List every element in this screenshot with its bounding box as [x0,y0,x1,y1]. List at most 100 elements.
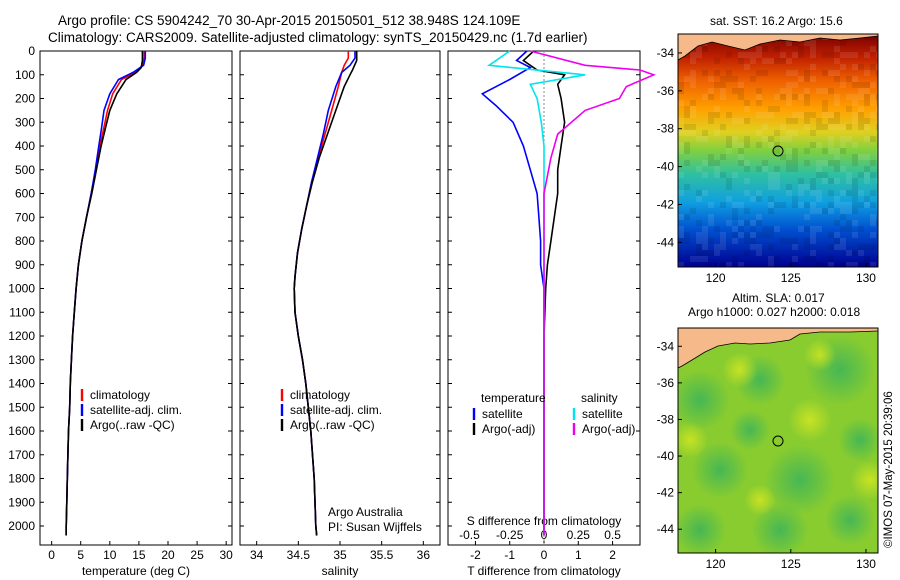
sst-pixel [840,136,846,142]
legend-label: Argo(-adj) [582,422,635,436]
sst-pixel [774,94,780,100]
sst-pixel [768,226,774,232]
sst-pixel [702,232,708,238]
sst-pixel [720,82,726,88]
sst-pixel [864,178,870,184]
sst-pixel [852,82,858,88]
x-tick-label: 20 [161,548,175,562]
sst-pixel [750,226,756,232]
sst-pixel [744,190,750,196]
sst-pixel [804,124,810,130]
sst-pixel [774,148,780,154]
sst-pixel [678,142,684,148]
sst-pixel [834,166,840,172]
depth-tick-label: 1200 [8,329,35,343]
sla-blob [838,418,878,462]
sst-pixel [828,244,834,250]
sst-pixel [750,244,756,250]
sst-pixel [786,190,792,196]
sst-pixel [792,94,798,100]
sst-pixel [804,94,810,100]
sst-pixel [876,64,878,70]
sst-pixel [792,70,798,76]
sst-pixel [840,190,846,196]
sst-pixel [834,238,840,244]
sst-pixel [852,208,858,214]
sst-pixel [834,232,840,238]
credit-line2: PI: Susan Wijffels [328,520,422,534]
sst-pixel [768,58,774,64]
sst-pixel [834,124,840,130]
sst-pixel [690,106,696,112]
depth-tick-label: 800 [15,234,35,248]
sst-pixel [828,202,834,208]
sst-pixel [858,154,864,160]
sst-pixel [696,196,702,202]
sst-pixel [870,82,876,88]
sst-pixel [744,64,750,70]
sst-pixel [816,142,822,148]
sst-pixel [858,202,864,208]
sst-pixel [864,70,870,76]
sst-pixel [870,220,876,226]
x-tick-label: 2 [609,548,616,562]
sst-pixel [870,214,876,220]
sst-pixel [678,232,684,238]
sst-pixel [756,52,762,58]
sst-pixel [870,262,876,267]
sst-pixel [696,52,702,58]
sst-pixel [690,58,696,64]
sst-coastline [677,35,879,61]
sst-pixel [762,166,768,172]
sst-pixel [804,184,810,190]
sst-pixel [792,238,798,244]
sst-pixel [768,172,774,178]
sst-pixel [690,100,696,106]
sst-pixel [684,232,690,238]
sst-pixel [726,142,732,148]
sst-pixel [828,124,834,130]
sst-pixel [840,244,846,250]
sst-pixel [852,250,858,256]
sst-pixel [858,112,864,118]
temperature-panel: 0100200300400500600700800900100011001200… [8,44,233,578]
sst-pixel [810,190,816,196]
sst-pixel [690,52,696,58]
sla-blob [788,398,832,442]
sst-pixel [846,178,852,184]
sst-pixel [690,76,696,82]
sst-pixel [786,58,792,64]
sst-pixel [762,136,768,142]
sst-pixel [846,208,852,214]
sst-map [677,33,879,268]
sst-pixel [792,40,798,46]
sst-pixel [732,256,738,262]
sst-pixel [810,112,816,118]
sst-pixel [720,244,726,250]
legend-label: climatology [90,388,150,402]
sst-pixel [822,178,828,184]
sst-pixel [858,106,864,112]
sst-pixel [870,172,876,178]
sst-pixel [756,130,762,136]
sst-pixel [870,34,876,40]
sst-pixel [840,124,846,130]
depth-tick-label: 0 [28,44,35,58]
sst-land [678,34,878,60]
sst-pixel [702,190,708,196]
sst-pixel [774,58,780,64]
sst-pixel [876,70,878,76]
sst-pixel [726,52,732,58]
sst-pixel [876,124,878,130]
x-tick-label: 5 [77,548,84,562]
sst-pixel [828,190,834,196]
sst-pixel [768,136,774,142]
sst-pixel [678,226,684,232]
sst-map-title: sat. SST: 16.2 Argo: 15.6 [710,14,843,28]
sst-pixel [810,238,816,244]
sst-pixel [852,94,858,100]
sst-pixel [816,166,822,172]
sst-pixel [714,112,720,118]
sst-pixel [798,94,804,100]
sst-pixel [750,238,756,244]
